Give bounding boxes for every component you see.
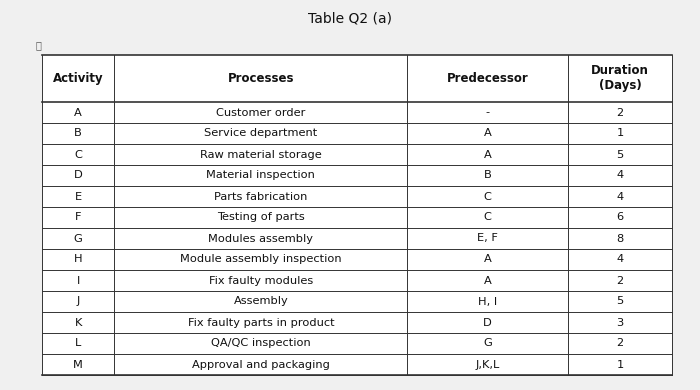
Text: J: J xyxy=(76,296,80,307)
Text: A: A xyxy=(484,149,491,160)
Text: 4: 4 xyxy=(617,170,624,181)
Text: Table Q2 (a): Table Q2 (a) xyxy=(308,11,392,25)
Text: E, F: E, F xyxy=(477,234,498,243)
Text: Modules assembly: Modules assembly xyxy=(209,234,314,243)
Text: Activity: Activity xyxy=(53,72,104,85)
Text: D: D xyxy=(483,317,492,328)
Text: 1: 1 xyxy=(617,128,624,138)
Text: Processes: Processes xyxy=(228,72,294,85)
Text: 5: 5 xyxy=(617,296,624,307)
Text: A: A xyxy=(74,108,82,117)
Text: L: L xyxy=(75,339,81,349)
Text: Predecessor: Predecessor xyxy=(447,72,528,85)
Text: Module assembly inspection: Module assembly inspection xyxy=(180,255,342,264)
Text: C: C xyxy=(484,191,491,202)
Text: ⬞: ⬞ xyxy=(35,40,41,50)
Text: A: A xyxy=(484,128,491,138)
Text: A: A xyxy=(484,255,491,264)
Text: QA/QC inspection: QA/QC inspection xyxy=(211,339,311,349)
Text: H, I: H, I xyxy=(478,296,497,307)
Text: K: K xyxy=(74,317,82,328)
Text: 8: 8 xyxy=(617,234,624,243)
Text: H: H xyxy=(74,255,83,264)
Text: E: E xyxy=(75,191,82,202)
Text: F: F xyxy=(75,213,81,223)
Text: Customer order: Customer order xyxy=(216,108,306,117)
Text: Testing of parts: Testing of parts xyxy=(217,213,304,223)
Text: A: A xyxy=(484,275,491,285)
Text: D: D xyxy=(74,170,83,181)
Text: 4: 4 xyxy=(617,255,624,264)
Text: C: C xyxy=(74,149,82,160)
Text: Duration
(Days): Duration (Days) xyxy=(591,64,649,92)
Text: 2: 2 xyxy=(617,339,624,349)
Text: Service department: Service department xyxy=(204,128,318,138)
Text: 2: 2 xyxy=(617,275,624,285)
Text: C: C xyxy=(484,213,491,223)
Text: B: B xyxy=(484,170,491,181)
Text: Raw material storage: Raw material storage xyxy=(200,149,322,160)
Text: 1: 1 xyxy=(617,360,624,369)
Text: Fix faulty parts in product: Fix faulty parts in product xyxy=(188,317,334,328)
Text: G: G xyxy=(483,339,492,349)
Text: Parts fabrication: Parts fabrication xyxy=(214,191,307,202)
Bar xyxy=(42,55,672,375)
Text: 5: 5 xyxy=(617,149,624,160)
Text: 2: 2 xyxy=(617,108,624,117)
Text: 3: 3 xyxy=(617,317,624,328)
Text: M: M xyxy=(74,360,83,369)
Text: -: - xyxy=(486,108,490,117)
Text: 6: 6 xyxy=(617,213,624,223)
Text: Approval and packaging: Approval and packaging xyxy=(192,360,330,369)
Text: J,K,L: J,K,L xyxy=(475,360,500,369)
Text: G: G xyxy=(74,234,83,243)
Text: Fix faulty modules: Fix faulty modules xyxy=(209,275,313,285)
Text: I: I xyxy=(76,275,80,285)
Text: B: B xyxy=(74,128,82,138)
Text: 4: 4 xyxy=(617,191,624,202)
Text: Assembly: Assembly xyxy=(234,296,288,307)
Text: Material inspection: Material inspection xyxy=(206,170,316,181)
